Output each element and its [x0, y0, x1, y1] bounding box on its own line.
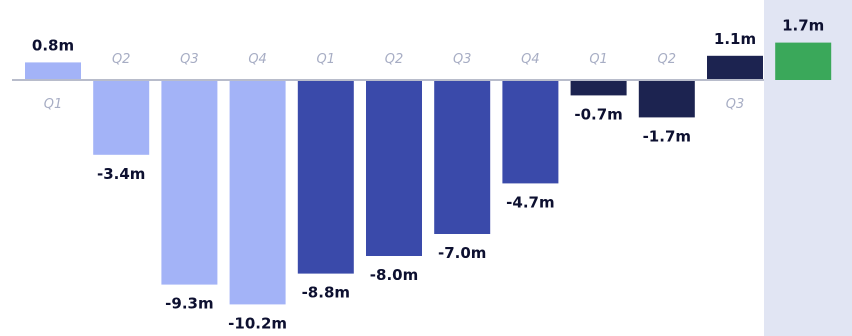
tick-label-8: Q4 — [521, 52, 540, 67]
value-labels-group: 0.8m -3.4m -9.3m -10.2m -8.8m -8.0m -7.0m -4.7m… — [32, 17, 824, 333]
tick-label-9: Q1 — [589, 52, 608, 67]
tick-label-6: Q2 — [385, 52, 404, 67]
tick-labels-group: Q1 Q2 Q3 Q4 Q1 Q2 Q3 Q4 Q1 Q2 Q3 — [44, 52, 745, 112]
bar-2 — [93, 80, 150, 155]
value-label-8: -4.7m — [506, 193, 554, 211]
value-label-4: -10.2m — [228, 314, 287, 332]
bar-8 — [502, 80, 559, 184]
bar-1 — [25, 62, 81, 80]
value-label-2: -3.4m — [97, 165, 145, 183]
tick-label-1: Q1 — [44, 97, 63, 112]
tick-label-2: Q2 — [112, 52, 131, 67]
value-label-9: -0.7m — [574, 105, 622, 123]
value-label-11: 1.1m — [714, 30, 756, 48]
value-label-6: -8.0m — [370, 266, 418, 284]
bar-9 — [570, 80, 627, 96]
bar-7 — [434, 80, 491, 234]
tick-label-4: Q4 — [248, 52, 267, 67]
value-label-1: 0.8m — [32, 36, 74, 54]
bar-4 — [229, 80, 286, 305]
bar-12 — [775, 42, 832, 80]
bars-group — [25, 42, 832, 305]
bar-11 — [707, 55, 763, 80]
value-label-7: -7.0m — [438, 244, 486, 262]
bar-10 — [638, 80, 695, 118]
value-label-10: -1.7m — [643, 127, 691, 145]
value-label-5: -8.8m — [302, 284, 350, 302]
bar-3 — [161, 80, 218, 285]
tick-label-7: Q3 — [453, 52, 472, 67]
tick-label-5: Q1 — [317, 52, 336, 67]
value-label-3: -9.3m — [165, 295, 213, 313]
bar-5 — [297, 80, 354, 274]
value-label-12: 1.7m — [782, 17, 824, 35]
tick-label-10: Q2 — [658, 52, 677, 67]
tick-label-11: Q3 — [726, 97, 745, 112]
tick-label-3: Q3 — [180, 52, 199, 67]
bar-6 — [366, 80, 422, 256]
